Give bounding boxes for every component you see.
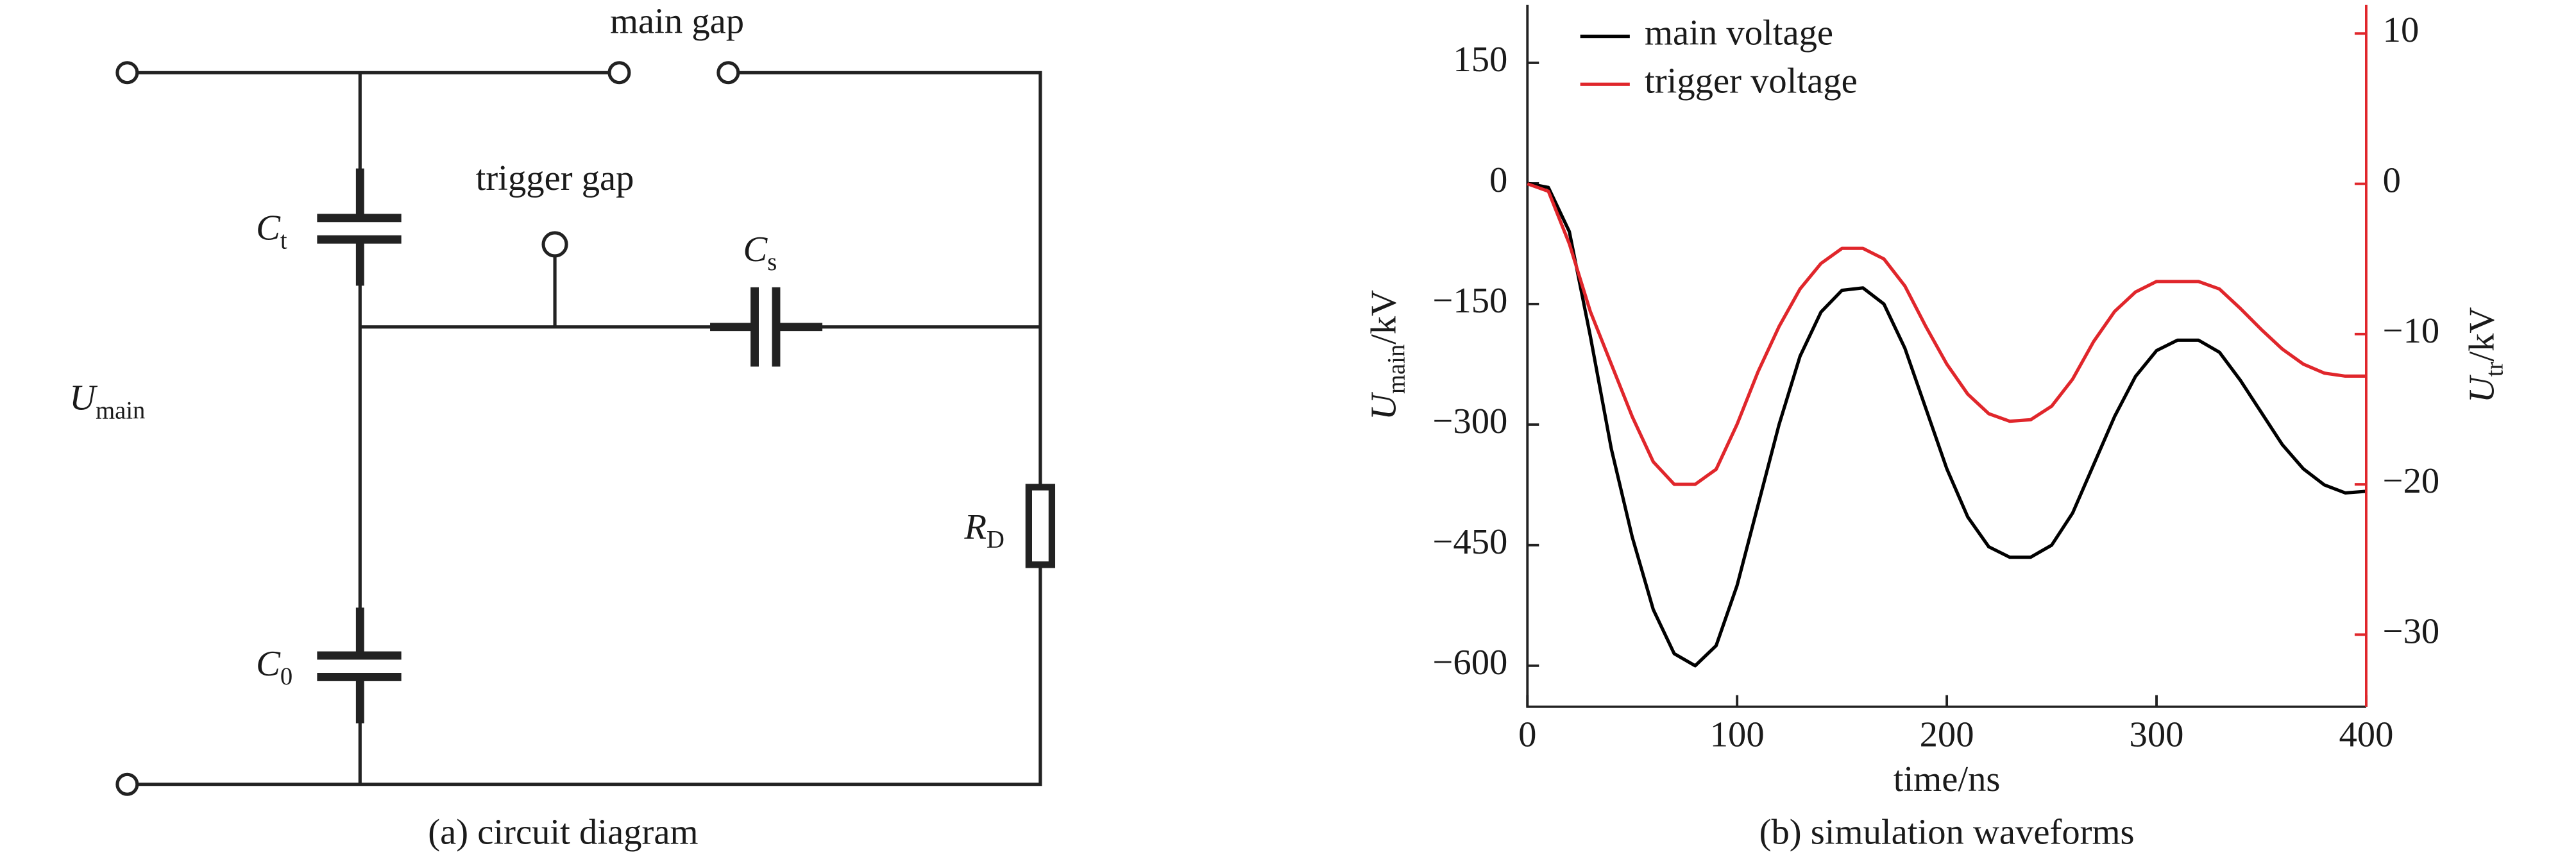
- caption: (a) circuit diagram: [428, 813, 698, 853]
- x-tick-label: 300: [2130, 715, 2184, 755]
- symbol: U: [2462, 375, 2502, 403]
- unit: /kV: [2462, 307, 2502, 362]
- subscript: main: [1383, 344, 1410, 394]
- subscript: s: [767, 249, 777, 276]
- wire: [738, 71, 1042, 488]
- unit: /kV: [1364, 290, 1403, 344]
- label: Cs: [743, 230, 777, 276]
- resistor: [1025, 484, 1056, 568]
- label: RD: [963, 507, 1004, 553]
- y2-tick-label: 10: [2383, 10, 2419, 50]
- x-tick-label: 100: [1710, 715, 1765, 755]
- label: main gap: [610, 2, 744, 42]
- x-axis-label: time/ns: [1894, 759, 2001, 799]
- terminal: [607, 61, 631, 85]
- terminal: [115, 772, 139, 796]
- y-tick-label: −600: [1432, 643, 1507, 683]
- x-tick-label: 0: [1518, 715, 1536, 755]
- y2-tick-label: −10: [2383, 311, 2440, 351]
- symbol: R: [963, 507, 987, 547]
- y-axis-label: Utr/kV: [2462, 307, 2508, 403]
- axis-line: [1526, 4, 2366, 708]
- subscript: D: [987, 526, 1004, 553]
- y2-tick-label: −30: [2383, 611, 2440, 651]
- terminal: [115, 61, 139, 85]
- terminal: [541, 231, 568, 258]
- y2-tick-label: 0: [2383, 161, 2401, 201]
- legend-label: trigger voltage: [1645, 61, 1858, 101]
- y-tick-label: −150: [1432, 281, 1507, 321]
- y-tick-label: 0: [1489, 160, 1507, 200]
- y-tick-label: 150: [1453, 40, 1507, 80]
- subscript: t: [280, 227, 287, 254]
- terminal: [716, 61, 740, 85]
- label: C0: [256, 644, 292, 690]
- legend-label: main voltage: [1645, 13, 1833, 53]
- y-tick-label: −300: [1432, 402, 1507, 441]
- symbol: U: [1364, 392, 1403, 420]
- wire: [137, 564, 1042, 786]
- series-line: [1527, 182, 2367, 668]
- symbol: C: [256, 644, 281, 684]
- series-line: [1527, 182, 2366, 486]
- y2-tick-label: −20: [2383, 461, 2440, 501]
- y-tick-label: −450: [1432, 522, 1507, 562]
- subscript: tr: [2481, 362, 2508, 377]
- label: Umain: [69, 378, 145, 425]
- subscript: main: [96, 397, 145, 424]
- chart: 0 100 200 300 400−600−450−300−1500150−30−20−…: [1364, 4, 2508, 853]
- y-axis-label: Umain/kV: [1364, 290, 1410, 420]
- x-tick-label: 200: [1920, 715, 1974, 755]
- label: Ct: [256, 208, 287, 254]
- subscript: 0: [280, 663, 292, 690]
- symbol: U: [69, 378, 97, 418]
- x-tick-label: 400: [2339, 715, 2393, 755]
- symbol: C: [256, 208, 281, 248]
- symbol: C: [743, 230, 768, 269]
- circuit-diagram: main gap trigger gap Ct Cs C0 RD Umain (…: [69, 2, 1056, 853]
- label: trigger gap: [476, 158, 634, 198]
- caption: (b) simulation waveforms: [1759, 813, 2135, 853]
